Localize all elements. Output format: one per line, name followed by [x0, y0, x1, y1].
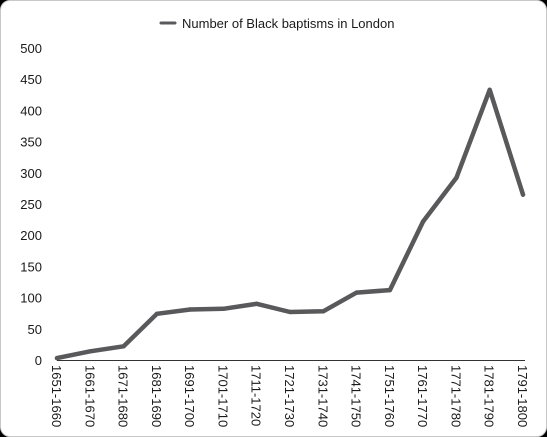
data-point	[354, 290, 359, 295]
y-axis: 0 50 100 150 200 250 300 350 400 450 500	[20, 41, 42, 368]
data-point	[420, 219, 426, 224]
x-tick-label: 1691-1700	[182, 365, 197, 427]
x-tick-label: 1731-1740	[315, 365, 330, 427]
x-tick-label: 1711-1720	[249, 365, 264, 426]
y-tick-label: 450	[20, 72, 42, 87]
x-tick-label: 1701-1710	[215, 365, 230, 427]
x-tick-label: 1661-1670	[82, 365, 97, 427]
y-tick-label: 250	[20, 197, 42, 212]
x-tick-label: 1671-1680	[116, 365, 131, 427]
x-tick-label: 1721-1730	[282, 365, 297, 427]
data-point	[321, 309, 326, 314]
y-tick-label: 300	[20, 166, 42, 181]
x-tick-label: 1751-1760	[382, 365, 397, 427]
y-tick-label: 150	[20, 259, 42, 274]
x-tick-label: 1761-1770	[415, 365, 430, 427]
data-points	[54, 87, 526, 361]
data-point	[154, 311, 160, 317]
data-point	[287, 309, 293, 315]
data-point	[387, 287, 393, 293]
data-point	[88, 349, 93, 354]
x-tick-label: 1771-1780	[448, 365, 463, 427]
series-line	[54, 87, 526, 361]
y-tick-label: 350	[20, 135, 42, 150]
y-tick-label: 0	[35, 353, 42, 368]
y-tick-label: 200	[20, 228, 42, 243]
x-tick-label: 1791-1800	[515, 365, 530, 427]
y-tick-label: 100	[20, 291, 42, 306]
data-point	[221, 306, 226, 312]
x-tick-label: 1741-1750	[349, 365, 364, 427]
x-axis: 1651-1660 1661-1670 1671-1680 1681-1690 1691…	[49, 365, 530, 427]
legend: Number of Black baptisms in London	[159, 16, 394, 31]
y-tick-label: 500	[20, 41, 42, 56]
x-tick-label: 1651-1660	[49, 365, 64, 427]
x-tick-label: 1781-1790	[482, 365, 497, 427]
data-point	[487, 87, 492, 93]
legend-label: Number of Black baptisms in London	[182, 16, 394, 31]
data-point	[54, 355, 60, 361]
y-tick-label: 50	[28, 322, 42, 337]
data-point	[254, 301, 259, 307]
y-tick-label: 400	[20, 103, 42, 118]
data-point	[187, 307, 193, 312]
x-tick-label: 1681-1690	[149, 365, 164, 427]
data-point	[454, 175, 459, 180]
data-point	[121, 344, 126, 349]
data-point	[520, 192, 526, 197]
